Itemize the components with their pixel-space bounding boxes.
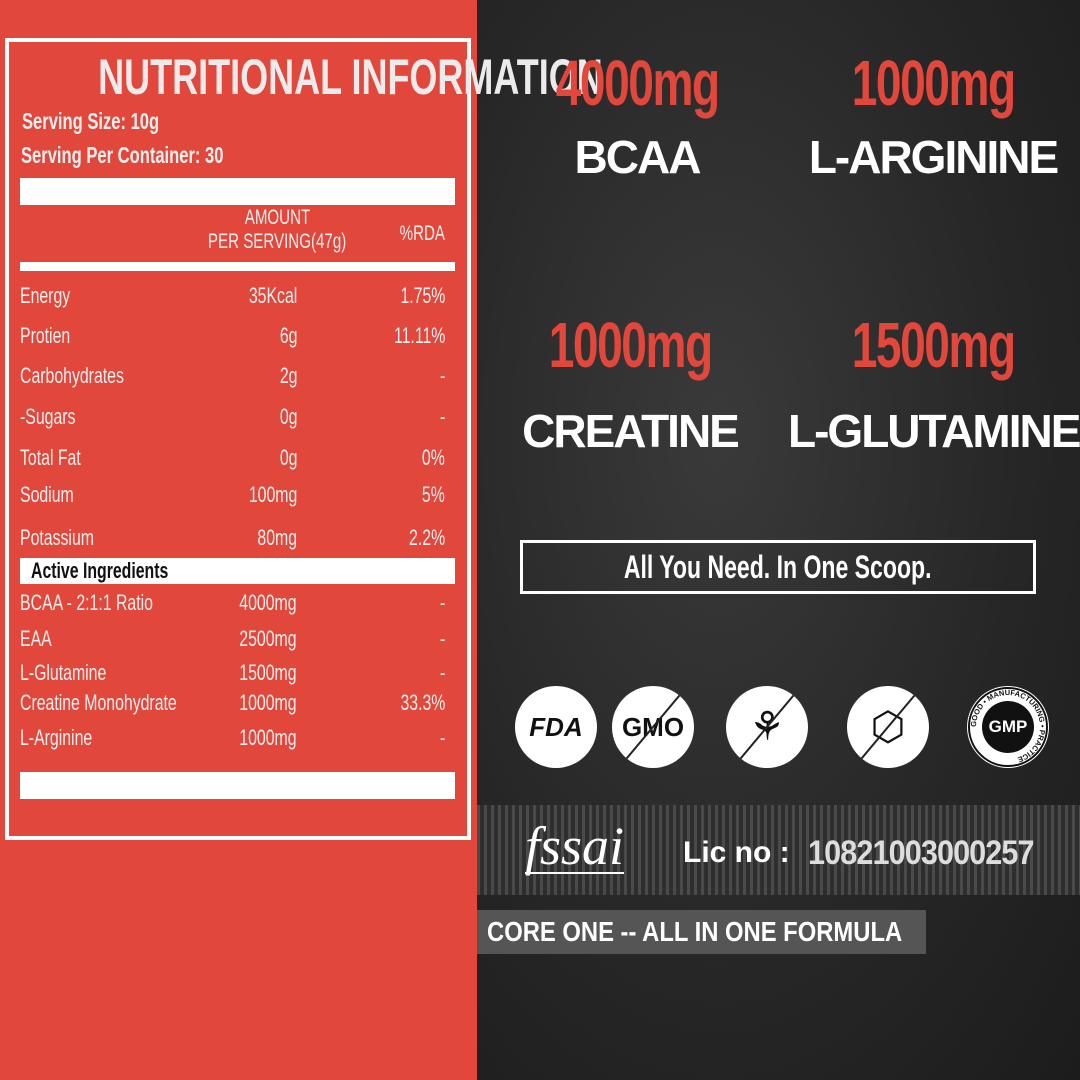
highlight-bcaa: 4000mg BCAA — [555, 47, 720, 183]
nutrient-amount: 35Kcal — [248, 283, 297, 308]
nutrition-row: Sodium 100mg 5% — [20, 482, 445, 512]
slogan-box: All You Need. In One Scoop. — [520, 540, 1036, 594]
nutrient-rda: - — [439, 404, 445, 429]
nutrient-rda: 33.3% — [400, 690, 445, 715]
nutrient-name: Creatine Monohydrate — [20, 690, 177, 715]
fssai-band — [477, 805, 1080, 895]
nutrient-amount: 0g — [279, 404, 297, 429]
active-ingredients-heading: Active Ingredients — [31, 558, 169, 583]
nutrition-row: Protien 6g 11.11% — [20, 323, 445, 353]
nutrient-name: Energy — [20, 283, 71, 308]
column-header-amount: AMOUNT PER SERVING(47g) — [208, 206, 347, 253]
fssai-logo: fssai — [525, 816, 625, 876]
license-number: 10821003000257 — [808, 834, 1035, 872]
gmp-center: GMP — [982, 701, 1034, 753]
column-header-rda: %RDA — [399, 222, 445, 245]
nutrient-amount: 1500mg — [239, 660, 297, 685]
nutrient-rda: 1.75% — [400, 283, 445, 308]
nutrient-rda: - — [439, 590, 445, 615]
nutrient-name: Potassium — [20, 525, 94, 550]
nutrient-rda: 0% — [422, 445, 445, 470]
divider-bar-bottom — [20, 772, 455, 799]
serving-size: Serving Size: 10g — [22, 108, 160, 134]
nutrient-amount: 2g — [279, 363, 297, 388]
nutrient-name: EAA — [20, 626, 52, 651]
divider-line — [20, 262, 455, 271]
gluten-free-icon: ⚘ — [726, 686, 808, 768]
nutrition-row: L-Glutamine 1500mg - — [20, 660, 445, 690]
nutrition-row: EAA 2500mg - — [20, 626, 445, 656]
nutrient-name: L-Arginine — [20, 725, 93, 750]
nutrient-amount: 0g — [279, 445, 297, 470]
nutrient-rda: 5% — [422, 482, 445, 507]
nutrition-title: NUTRITIONAL INFORMATION — [98, 49, 603, 105]
nutrient-amount: 6g — [279, 323, 297, 348]
highlight-glutamine: 1500mg L-GLUTAMINE — [788, 309, 1080, 457]
nutrient-rda: 2.2% — [408, 525, 445, 550]
sugar-free-icon: ⬡ — [847, 686, 929, 768]
nutrient-name: Sodium — [20, 482, 74, 507]
servings-per-container: Serving Per Container: 30 — [21, 142, 224, 168]
nutrition-row: Creatine Monohydrate 1000mg 33.3% — [20, 690, 445, 720]
highlight-arginine: 1000mg L-ARGININE — [808, 47, 1059, 183]
nutrient-amount: 100mg — [248, 482, 297, 507]
nutrient-amount: 1000mg — [239, 690, 297, 715]
nutrient-amount: 1000mg — [239, 725, 297, 750]
nutrition-row: Carbohydrates 2g - — [20, 363, 445, 393]
nutrient-rda: - — [439, 660, 445, 685]
nutrient-rda: 11.11% — [393, 323, 445, 348]
divider-bar — [20, 178, 455, 205]
active-ingredients-bar — [20, 558, 455, 584]
nutrient-rda: - — [439, 626, 445, 651]
nutrient-rda: - — [439, 363, 445, 388]
nutrition-row: BCAA - 2:1:1 Ratio 4000mg - — [20, 590, 445, 620]
nutrition-row: L-Arginine 1000mg - — [20, 725, 445, 755]
nutrient-name: BCAA - 2:1:1 Ratio — [20, 590, 153, 615]
license-label: Lic no : — [683, 836, 790, 869]
no-gmo-icon: GMO — [612, 686, 694, 768]
nutrition-table-frame — [5, 38, 471, 840]
nutrient-name: L-Glutamine — [20, 660, 107, 685]
highlight-creatine: 1000mg CREATINE — [522, 309, 740, 457]
nutrient-name: -Sugars — [20, 404, 76, 429]
nutrient-name: Total Fat — [20, 445, 81, 470]
nutrient-amount: 80mg — [257, 525, 297, 550]
nutrient-name: Carbohydrates — [20, 363, 124, 388]
nutrition-row: Potassium 80mg 2.2% — [20, 525, 445, 555]
nutrition-row: Energy 35Kcal 1.75% — [20, 283, 445, 313]
nutrient-amount: 4000mg — [239, 590, 297, 615]
nutrient-amount: 2500mg — [239, 626, 297, 651]
fda-icon: FDA — [515, 686, 597, 768]
nutrient-name: Protien — [20, 323, 71, 348]
nutrition-row: -Sugars 0g - — [20, 404, 445, 434]
gmp-icon: GOOD • MANUFACTURING • PRACTICE GMP — [967, 686, 1049, 768]
nutrition-row: Total Fat 0g 0% — [20, 445, 445, 475]
tagline: CORE ONE -- ALL IN ONE FORMULA — [477, 910, 926, 954]
nutrient-rda: - — [439, 725, 445, 750]
